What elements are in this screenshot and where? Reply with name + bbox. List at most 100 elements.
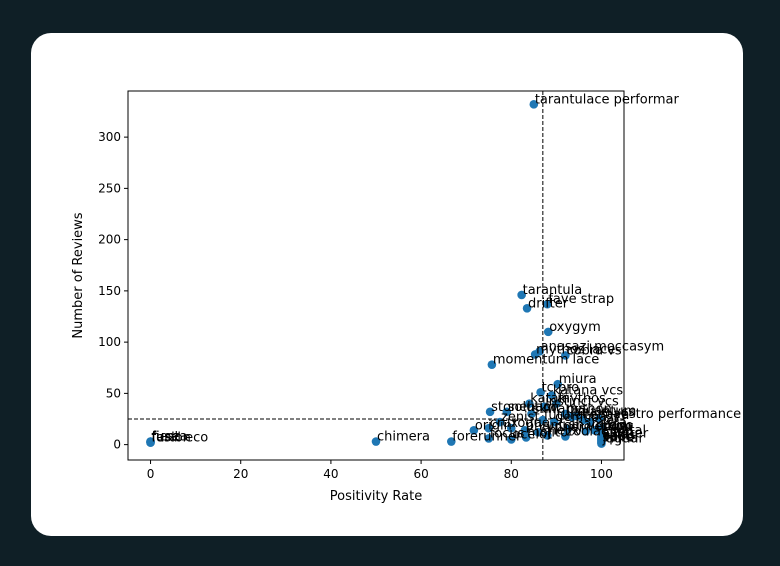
point-label: shaman (569, 417, 621, 432)
data-point (487, 360, 497, 369)
point-label: splitter (602, 426, 648, 441)
point-label: helix (548, 423, 579, 438)
point-label: futura (544, 408, 583, 423)
data-point (585, 417, 595, 427)
data-point (484, 434, 494, 443)
data-point (561, 351, 570, 360)
data-point (371, 437, 381, 446)
data-point (495, 417, 505, 427)
point-label: vapor (602, 430, 640, 445)
data-point (581, 427, 590, 436)
point-label: quantum (578, 404, 637, 419)
point-label: wild (602, 428, 628, 443)
point-label: origin (475, 418, 512, 433)
data-point (594, 414, 604, 424)
data-point (563, 424, 572, 434)
data-point (543, 299, 552, 309)
point-label: zenist (501, 410, 540, 425)
data-point (484, 423, 494, 433)
data-point (597, 439, 606, 448)
point-label: oasi (591, 410, 617, 425)
y-axis-label: Number of Reviews (71, 212, 86, 338)
point-label: fuse (152, 430, 180, 445)
point-label: maestro performance (600, 407, 741, 422)
data-point (146, 438, 155, 447)
point-label: fave strap (548, 292, 614, 307)
point-label: lyra (602, 416, 627, 431)
data-point (517, 290, 526, 300)
point-label: kataki (530, 392, 569, 407)
data-point (506, 435, 516, 444)
data-point (525, 399, 534, 408)
y-tick-label: 150 (98, 284, 121, 298)
point-label: cobra vs (566, 343, 621, 358)
point-label: tiger (602, 419, 633, 434)
y-tick-label: 200 (98, 233, 121, 247)
point-label: jaguar (601, 432, 644, 447)
point-label: phantom (526, 418, 584, 433)
point-label: finale vcs (573, 405, 635, 420)
point-label: skwama (533, 402, 587, 417)
data-point (529, 100, 539, 109)
point-label: mojito (527, 425, 568, 440)
point-label: fiesta (152, 430, 188, 445)
x-axis-label: Positivity Rate (330, 489, 422, 504)
x-tick-label: 40 (323, 467, 338, 481)
point-label: ocelot (512, 428, 552, 443)
data-point (534, 428, 543, 437)
point-label: tenaya (584, 408, 629, 423)
x-tick-label: 20 (233, 467, 248, 481)
point-label: siren (602, 425, 634, 440)
data-point (538, 415, 548, 425)
point-label: spire (602, 431, 634, 446)
point-label: forerunner (452, 430, 522, 445)
data-point (547, 391, 557, 400)
data-point (527, 409, 536, 419)
point-label: chimera (377, 430, 430, 445)
data-point (552, 399, 561, 408)
point-label: tarantulace performar (535, 92, 680, 107)
point-label: cypher (539, 420, 584, 435)
point-label: genius (555, 410, 598, 425)
point-label: oasis (602, 429, 635, 444)
y-tick-label: 300 (98, 130, 121, 144)
point-label: mythos lace (536, 342, 615, 357)
point-label: miura (559, 372, 597, 387)
x-tick-label: 80 (504, 467, 519, 481)
point-label: rogue (512, 416, 550, 431)
data-point (543, 327, 553, 337)
data-point (561, 409, 570, 419)
data-point (539, 402, 549, 412)
point-label: anasazi moccasym (541, 339, 665, 354)
point-label: oxygym (549, 320, 601, 335)
data-point (522, 304, 532, 313)
data-point (485, 407, 495, 417)
point-label: feral eco (152, 431, 209, 446)
data-point (521, 433, 531, 442)
data-point (530, 350, 540, 359)
y-tick-label: 250 (98, 181, 121, 195)
y-tick-label: 100 (98, 335, 121, 349)
x-tick-label: 0 (147, 467, 155, 481)
point-label: momentum lace (493, 353, 599, 368)
point-label: tarantula (523, 283, 583, 298)
y-tick-label: 50 (106, 386, 121, 400)
data-point (506, 423, 516, 433)
point-label: verdon (587, 419, 632, 434)
data-point (520, 425, 530, 435)
point-label: drifter (528, 296, 569, 311)
point-label: solution (508, 400, 559, 415)
point-label: tc pro (542, 380, 580, 395)
data-point (590, 425, 599, 435)
point-label: mythos (557, 392, 606, 407)
chart-card: tarantulace performar tarantula fave strap… (31, 33, 743, 536)
data-point (572, 411, 581, 421)
data-point (553, 379, 563, 389)
point-label: stoneham (491, 400, 556, 415)
point-label: crux (490, 416, 519, 431)
data-point (447, 437, 456, 446)
point-label: katana vcs (553, 383, 624, 398)
data-point (561, 432, 570, 441)
point-label: focus (490, 426, 525, 441)
